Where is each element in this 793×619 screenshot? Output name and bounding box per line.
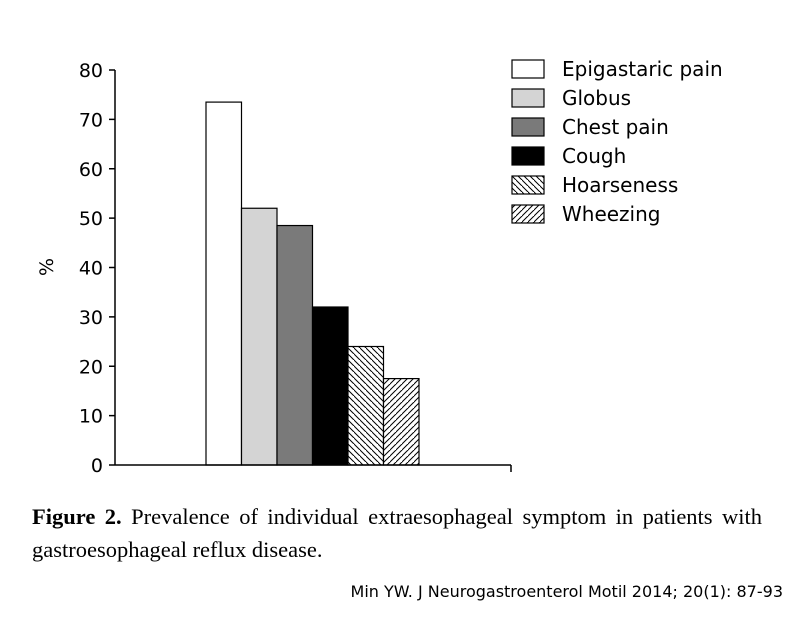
bar-wheezing (382, 377, 420, 466)
legend-label: Chest pain (562, 115, 669, 139)
y-tick-label: 20 (79, 356, 103, 378)
legend-label: Hoarseness (562, 173, 678, 197)
legend-swatch (511, 88, 545, 108)
bar-chest-pain (276, 224, 314, 466)
bar-chart: 0 10 20 30 40 50 60 70 80 % Epigastaric pain Glob… (36, 57, 723, 477)
y-tick-label: 50 (79, 208, 103, 230)
legend-label: Cough (562, 144, 626, 168)
bars (205, 101, 420, 466)
y-tick-label: 70 (79, 109, 103, 131)
figure-label: Figure 2. (32, 504, 122, 529)
y-tick-label: 10 (79, 406, 103, 428)
legend-label: Wheezing (562, 202, 661, 226)
source-citation: Min YW. J Neurogastroenterol Motil 2014;… (350, 582, 783, 601)
y-axis-label: % (36, 258, 58, 276)
figure-caption: Figure 2. Prevalence of individual extra… (32, 500, 762, 566)
legend-label: Epigastaric pain (562, 57, 723, 81)
y-tick-label: 0 (91, 455, 103, 477)
legend: Epigastaric pain Globus Chest pain Cough Hoa… (511, 57, 723, 226)
legend-swatch (511, 204, 545, 224)
figure-caption-text: Prevalence of individual extraesophageal… (32, 504, 763, 562)
bar-epigastaric-pain (205, 101, 243, 466)
bar-hoarseness (347, 345, 385, 466)
legend-label: Globus (562, 86, 631, 110)
legend-swatch (511, 146, 545, 166)
y-tick-label: 30 (79, 307, 103, 329)
bar-globus (240, 207, 278, 466)
legend-swatch (511, 59, 545, 79)
bar-cough (311, 306, 349, 466)
legend-swatch (511, 117, 545, 137)
axes (114, 70, 512, 472)
y-tick-label: 80 (79, 60, 103, 82)
y-axis-ticks: 0 10 20 30 40 50 60 70 80 (79, 60, 115, 477)
y-tick-label: 40 (79, 258, 103, 280)
legend-swatch (511, 175, 545, 195)
y-tick-label: 60 (79, 159, 103, 181)
